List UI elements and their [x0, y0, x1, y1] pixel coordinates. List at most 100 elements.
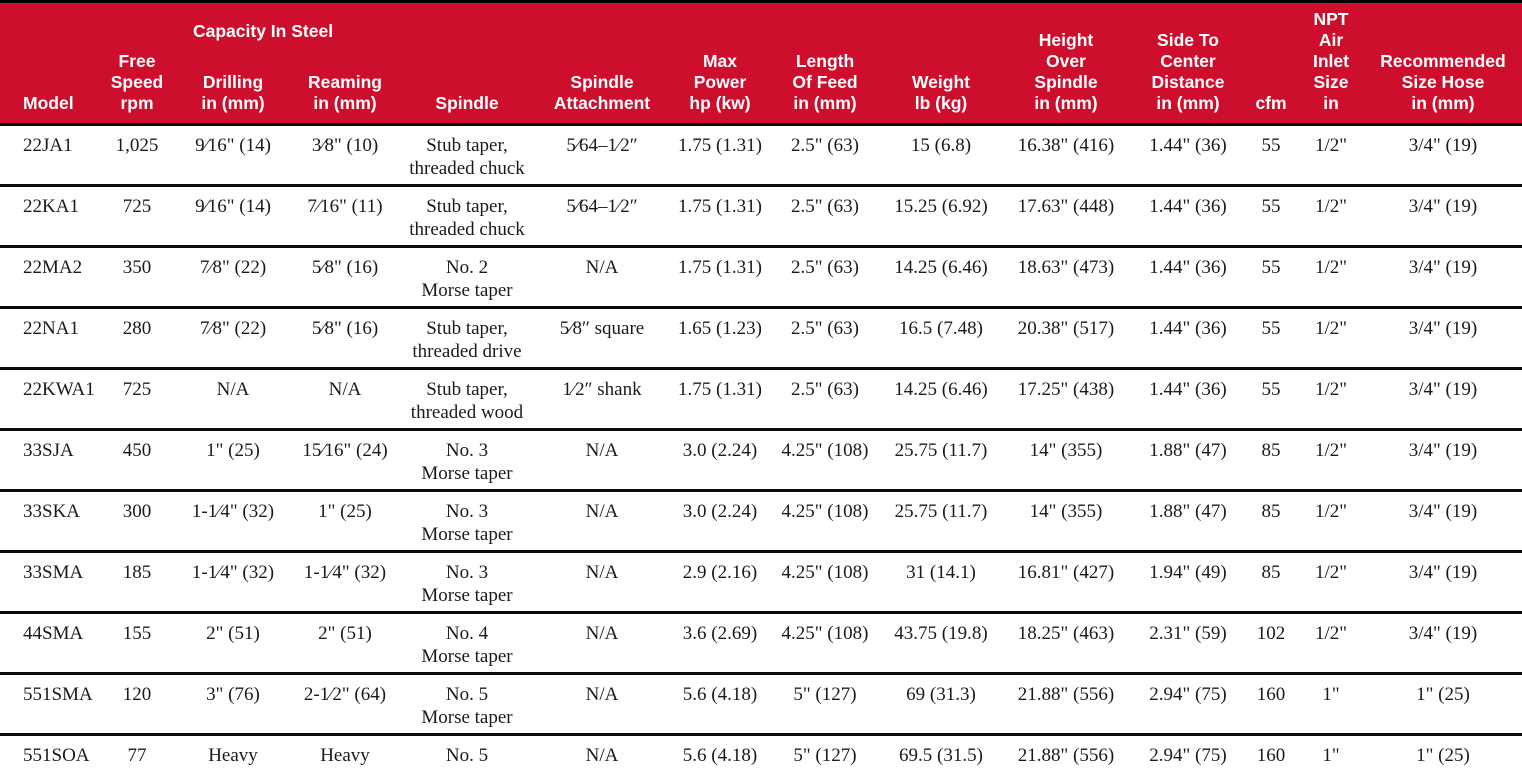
cell-max_power: 2.9 (2.16): [682, 562, 758, 583]
cell-recommended_hose: 3/4" (19): [1408, 379, 1478, 400]
cell-cfm: 160: [1256, 684, 1286, 705]
cell-spindle: Stub taper, threaded wood: [410, 379, 524, 423]
cell-side_to_center: 1.94" (49): [1149, 562, 1227, 583]
cell-side_to_center: 1.44" (36): [1149, 257, 1227, 278]
cell-npt_air_inlet: 1/2": [1314, 562, 1348, 583]
cell-npt_air_inlet: 1/2": [1314, 623, 1348, 644]
cell-drilling: 7⁄8" (22): [199, 318, 267, 339]
cell-model: 33SMA: [23, 562, 84, 583]
cell-reaming: 1-1⁄4" (32): [303, 562, 387, 583]
cell-reaming: 5⁄8" (16): [311, 318, 379, 339]
cell-side_to_center: 1.44" (36): [1149, 196, 1227, 217]
cell-weight: 25.75 (11.7): [894, 501, 988, 522]
cell-cfm: 55: [1261, 196, 1281, 217]
cell-reaming: 2" (51): [318, 623, 372, 644]
cell-model: 551SOA: [23, 745, 90, 766]
cell-model: 44SMA: [23, 623, 84, 644]
cell-spindle: Stub taper, threaded chuck: [409, 135, 525, 179]
cell-cfm: 55: [1261, 379, 1281, 400]
col-header-spindle: Spindle: [402, 1, 532, 125]
cell-spindle: No. 3 Morse taper: [421, 501, 513, 545]
cell-side_to_center: 1.44" (36): [1149, 135, 1227, 156]
cell-weight: 69 (31.3): [906, 684, 976, 705]
cell-spindle: No. 4 Morse taper: [421, 623, 513, 667]
cell-weight: 25.75 (11.7): [894, 440, 988, 461]
cell-weight: 69.5 (31.5): [899, 745, 983, 766]
col-header-spindle-attachment: Spindle Attachment: [532, 1, 672, 125]
cell-free_speed: 120: [122, 684, 152, 705]
cell-length_of_feed: 2.5" (63): [791, 196, 859, 217]
cell-npt_air_inlet: 1/2": [1314, 379, 1348, 400]
cell-recommended_hose: 3/4" (19): [1408, 318, 1478, 339]
col-header-model: Model: [0, 1, 96, 125]
cell-free_speed: 350: [122, 257, 152, 278]
cell-weight: 43.75 (19.8): [894, 623, 988, 644]
cell-spindle: No. 5 Morse taper: [421, 684, 513, 728]
table-row: 33SJA 450 1" (25) 15⁄16" (24) No. 3 Morse ta…: [0, 429, 1522, 491]
cell-length_of_feed: 4.25" (108): [781, 562, 869, 583]
cell-drilling: 2" (51): [206, 623, 260, 644]
cell-height_over_spindle: 16.38" (416): [1017, 135, 1115, 156]
cell-npt_air_inlet: 1/2": [1314, 135, 1348, 156]
table-row: 33SMA 185 1-1⁄4" (32) 1-1⁄4" (32) No. 3 Mors…: [0, 551, 1522, 613]
cell-model: 33SKA: [23, 501, 81, 522]
cell-weight: 15 (6.8): [910, 135, 972, 156]
cell-free_speed: 1,025: [115, 135, 159, 156]
cell-weight: 14.25 (6.46): [894, 257, 988, 278]
cell-side_to_center: 2.94" (75): [1149, 745, 1227, 766]
cell-cfm: 85: [1261, 562, 1281, 583]
cell-spindle_attachment: N/A: [585, 623, 619, 644]
cell-spindle_attachment: 1⁄2″ shank: [562, 379, 642, 400]
table-row: 22KA1 725 9⁄16" (14) 7⁄16" (11) Stub taper, …: [0, 185, 1522, 247]
table-body: 22JA1 1,025 9⁄16" (14) 3⁄8" (10) Stub taper,…: [0, 124, 1522, 768]
table-row: 551SMA 120 3" (76) 2-1⁄2" (64) No. 5 Morse t…: [0, 673, 1522, 735]
cell-model: 22KWA1: [23, 379, 95, 400]
header-row-main: Model Free Speed rpm Capacity In Steel S…: [0, 1, 1522, 125]
cell-height_over_spindle: 17.63" (448): [1017, 196, 1115, 217]
col-header-npt-air-inlet: NPT Air Inlet Size in: [1298, 1, 1364, 125]
cell-spindle_attachment: N/A: [585, 745, 619, 766]
cell-max_power: 1.75 (1.31): [678, 135, 762, 156]
cell-cfm: 85: [1261, 440, 1281, 461]
cell-npt_air_inlet: 1/2": [1314, 501, 1348, 522]
cell-spindle_attachment: N/A: [585, 440, 619, 461]
table-row: 22MA2 350 7⁄8" (22) 5⁄8" (16) No. 2 Morse ta…: [0, 246, 1522, 308]
cell-model: 22JA1: [23, 135, 73, 156]
cell-free_speed: 280: [122, 318, 152, 339]
table-row: 22NA1 280 7⁄8" (22) 5⁄8" (16) Stub taper, th…: [0, 307, 1522, 369]
cell-drilling: 9⁄16" (14): [195, 196, 271, 217]
cell-length_of_feed: 2.5" (63): [791, 257, 859, 278]
cell-free_speed: 450: [122, 440, 152, 461]
cell-side_to_center: 2.31" (59): [1149, 623, 1227, 644]
cell-max_power: 5.6 (4.18): [682, 745, 758, 766]
cell-reaming: 3⁄8" (10): [311, 135, 379, 156]
cell-max_power: 1.75 (1.31): [678, 379, 762, 400]
cell-cfm: 55: [1261, 135, 1281, 156]
cell-length_of_feed: 4.25" (108): [781, 623, 869, 644]
cell-reaming: N/A: [328, 379, 362, 400]
cell-npt_air_inlet: 1": [1322, 684, 1340, 705]
cell-spindle_attachment: 5⁄8″ square: [559, 318, 645, 339]
cell-max_power: 1.75 (1.31): [678, 196, 762, 217]
cell-spindle: Stub taper, threaded drive: [412, 318, 522, 362]
cell-max_power: 3.0 (2.24): [682, 440, 758, 461]
cell-spindle: Stub taper, threaded chuck: [409, 196, 525, 240]
cell-cfm: 55: [1261, 318, 1281, 339]
cell-cfm: 102: [1256, 623, 1286, 644]
table-row: 22JA1 1,025 9⁄16" (14) 3⁄8" (10) Stub taper,…: [0, 124, 1522, 186]
cell-drilling: 3" (76): [206, 684, 260, 705]
cell-recommended_hose: 3/4" (19): [1408, 623, 1478, 644]
cell-spindle: No. 3 Morse taper: [421, 562, 513, 606]
col-header-side-to-center: Side To Center Distance in (mm): [1132, 1, 1244, 125]
cell-free_speed: 725: [122, 196, 152, 217]
cell-free_speed: 77: [127, 745, 147, 766]
col-header-cfm: cfm: [1244, 1, 1298, 125]
cell-height_over_spindle: 14" (355): [1029, 501, 1103, 522]
cell-free_speed: 300: [122, 501, 152, 522]
cell-reaming: 1" (25): [318, 501, 372, 522]
cell-cfm: 160: [1256, 745, 1286, 766]
cell-cfm: 55: [1261, 257, 1281, 278]
cell-height_over_spindle: 21.88" (556): [1017, 745, 1115, 766]
cell-reaming: 7⁄16" (11): [307, 196, 383, 217]
col-header-free-speed: Free Speed rpm: [96, 1, 178, 125]
